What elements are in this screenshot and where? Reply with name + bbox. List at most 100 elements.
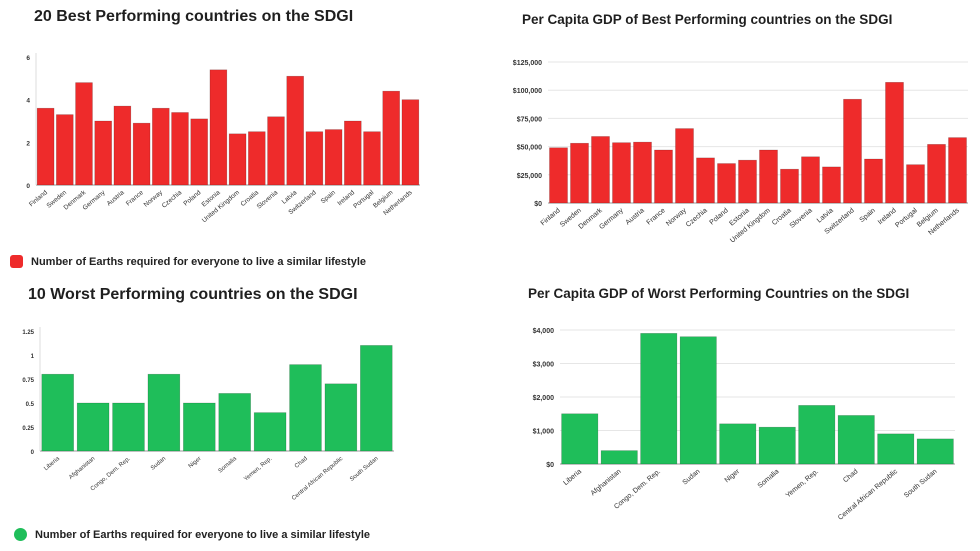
chart3-bar — [360, 345, 393, 452]
chart2-ytick-label: $0 — [534, 201, 542, 208]
chart4-bar — [798, 405, 836, 465]
chart1-bar — [56, 114, 74, 186]
chart1-bar — [132, 122, 151, 186]
chart4-xtick-label: South Sudan — [903, 468, 939, 499]
chart3-legend-swatch — [14, 528, 27, 541]
chart2-title: Per Capita GDP of Best Performing countr… — [522, 12, 893, 27]
chart2-bar — [843, 98, 862, 204]
chart1-xtick-label: Germany — [82, 189, 108, 212]
chart4-xtick-label: Niger — [724, 468, 742, 485]
chart3-bar — [218, 393, 251, 452]
chart1-xtick-label: Poland — [182, 189, 202, 208]
chart1-xtick-label: Czechia — [161, 189, 184, 210]
chart1-bar — [190, 118, 208, 186]
chart4-bar — [916, 438, 954, 465]
chart1-bar — [324, 129, 343, 186]
chart3-bar — [289, 364, 322, 452]
chart2-bar — [675, 128, 694, 204]
chart2-xtick-label: Austria — [625, 207, 646, 226]
chart1-bar — [209, 69, 228, 186]
chart4-bar — [719, 423, 757, 465]
chart2-bar — [633, 141, 652, 204]
chart1-legend-swatch — [10, 255, 23, 268]
chart2-ytick-label: $125,000 — [513, 60, 542, 67]
chart3-bar — [147, 373, 181, 452]
chart1-bar — [113, 105, 132, 186]
chart1-ytick-label: 4 — [26, 98, 30, 105]
chart1-bar — [401, 99, 420, 186]
chart2-xtick-label: Czechia — [685, 207, 709, 229]
chart2-bar — [654, 149, 673, 204]
chart1-bar — [75, 82, 93, 186]
chart3-xtick-label: South Sudan — [349, 456, 379, 483]
chart2-xtick-label: France — [646, 207, 667, 226]
chart2-bar — [612, 142, 631, 204]
chart2-xtick-label: Poland — [709, 207, 730, 226]
chart1-legend: Number of Earths required for everyone t… — [10, 255, 366, 268]
chart2-ytick-label: $50,000 — [517, 145, 542, 152]
chart1-bar — [382, 90, 400, 186]
chart1-bar — [267, 116, 285, 186]
chart1-xtick-label: France — [125, 189, 145, 208]
chart2-ytick-label: $75,000 — [517, 116, 542, 123]
chart3-xtick-label: Liberia — [43, 456, 61, 473]
chart4-bar — [837, 415, 875, 465]
chart1-bar — [305, 131, 324, 186]
chart1-title: 20 Best Performing countries on the SDGI — [34, 8, 354, 25]
chart2-ytick-label: $25,000 — [517, 173, 542, 180]
chart3-ytick-label: 0.75 — [22, 378, 34, 384]
chart1-xtick-label: Slovenia — [256, 189, 280, 211]
chart4-bar — [561, 413, 599, 465]
chart1-bar — [344, 120, 362, 186]
chart4-xtick-label: Sudan — [682, 468, 702, 486]
chart2-bar — [570, 142, 589, 204]
chart1-bar — [94, 120, 112, 186]
chart3-legend-label: Number of Earths required for everyone t… — [35, 528, 371, 541]
chart2-bar — [717, 163, 736, 204]
chart2-xtick-label: Spain — [859, 207, 877, 224]
chart4-xtick-label: Somalia — [757, 468, 781, 490]
chart3-xtick-label: Somalia — [218, 456, 239, 475]
chart2-bar — [738, 159, 757, 204]
chart3-xtick-label: Chad — [294, 456, 309, 470]
chart3-bar — [112, 402, 145, 452]
chart3-ytick-label: 0.5 — [26, 402, 35, 408]
chart1-bar — [248, 131, 266, 186]
chart2-bar — [906, 164, 925, 204]
chart1-xtick-label: Austria — [106, 189, 126, 208]
chart4-ytick-label: $2,000 — [533, 395, 555, 402]
chart3-bar — [76, 402, 110, 452]
chart3-ytick-label: 1.25 — [22, 330, 34, 336]
chart2-bar — [822, 166, 841, 204]
chart3-xtick-label: Congo, Dem. Rep. — [90, 456, 132, 493]
chart3-bar — [253, 412, 287, 452]
chart2-bar — [759, 149, 778, 204]
chart2-bar — [591, 136, 610, 204]
chart4-bar — [679, 336, 717, 465]
chart2-bar — [696, 157, 715, 204]
chart4-xtick-label: Chad — [842, 468, 859, 484]
chart4-xtick-label: Liberia — [562, 468, 583, 487]
chart4-bar — [640, 333, 678, 465]
chart2-bar — [549, 147, 568, 204]
chart3-bar — [183, 402, 216, 452]
chart2-xtick-label: Slovenia — [789, 207, 814, 230]
chart2-bar — [864, 158, 883, 204]
chart3-bar — [324, 383, 358, 452]
chart4-title: Per Capita GDP of Worst Performing Count… — [528, 286, 910, 301]
chart2-xtick-label: Latvia — [816, 207, 835, 224]
chart1-bar — [228, 133, 247, 186]
chart1-ytick-label: 2 — [26, 140, 30, 147]
chart3-xtick-label: Niger — [188, 456, 203, 470]
chart4-bar — [600, 450, 638, 465]
chart2-xtick-label: Portugal — [894, 207, 919, 229]
chart1-legend-label: Number of Earths required for everyone t… — [31, 255, 367, 268]
chart2-bar — [780, 168, 799, 204]
chart4-ytick-label: $0 — [546, 462, 554, 469]
chart3-xtick-label: Afghanistan — [68, 456, 96, 481]
chart2-xtick-label: Germany — [598, 207, 625, 231]
chart3-xtick-label: Sudan — [150, 456, 167, 472]
chart3-ytick-label: 0.25 — [22, 426, 34, 432]
chart4-ytick-label: $4,000 — [533, 328, 555, 335]
